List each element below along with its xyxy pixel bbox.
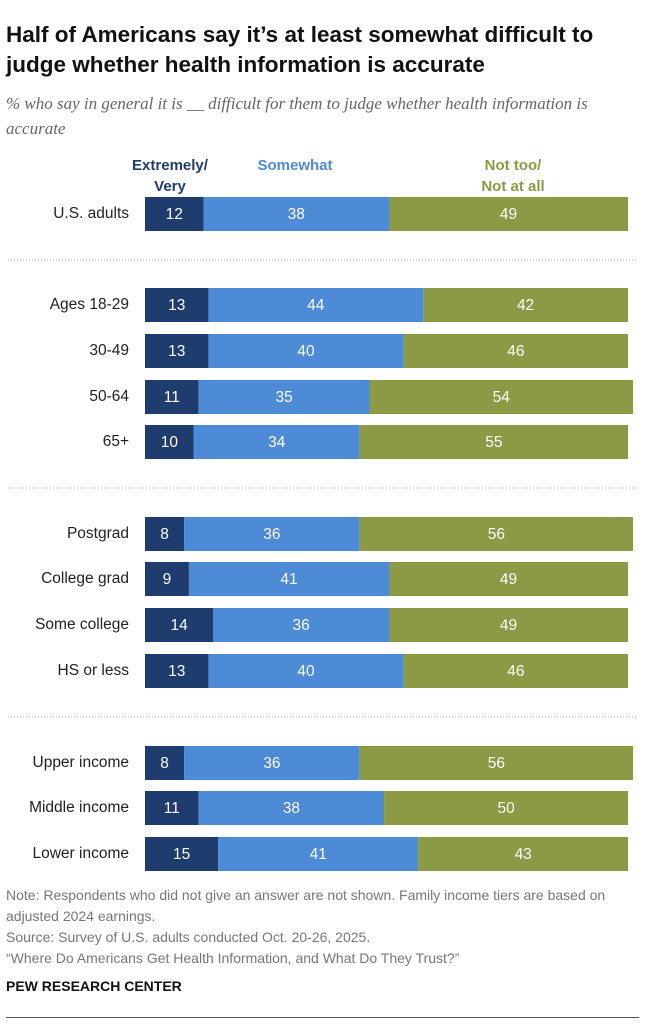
value-label: 36 (293, 617, 310, 634)
bar-segment (188, 562, 389, 596)
bar-segment (384, 791, 629, 825)
value-label: 55 (485, 434, 502, 451)
bar-segment (403, 654, 629, 688)
value-label: 38 (283, 800, 300, 817)
value-label: 11 (164, 800, 180, 817)
bar-segment (198, 791, 385, 825)
category-label: Lower income (33, 845, 130, 862)
category-label: 65+ (103, 433, 129, 450)
category-label: HS or less (58, 662, 130, 679)
value-label: 15 (173, 846, 190, 863)
bar-segment (145, 562, 189, 596)
bar-segment (359, 517, 633, 551)
value-label: 14 (171, 617, 189, 634)
bar-segment (145, 334, 209, 368)
bar-segment (145, 608, 214, 642)
value-label: 36 (263, 755, 280, 772)
legend-label: Somewhat (257, 157, 333, 174)
value-label: 46 (507, 663, 524, 680)
value-label: 43 (515, 846, 532, 863)
category-label: Postgrad (67, 525, 129, 542)
bar-segment (423, 288, 629, 322)
category-label: Upper income (33, 754, 130, 771)
category-label: College grad (41, 570, 129, 587)
legend-label: Extremely/ Very (132, 157, 208, 195)
report: “Where Do Americans Get Health Informati… (6, 950, 460, 966)
notes: Note: Respondents who did not give an an… (6, 885, 636, 969)
category-label: Some college (35, 616, 129, 633)
bar-segment (389, 197, 629, 231)
value-label: 40 (297, 343, 315, 360)
value-label: 36 (263, 526, 280, 543)
value-label: 38 (288, 206, 305, 223)
category-label: 50-64 (89, 388, 129, 405)
value-label: 12 (166, 206, 183, 223)
bar-segment (208, 334, 404, 368)
category-label: Ages 18-29 (50, 296, 129, 313)
bar-segment (389, 562, 629, 596)
value-label: 10 (161, 434, 179, 451)
value-label: 42 (517, 297, 534, 314)
bar-segment (145, 746, 185, 780)
bar-segment (145, 517, 185, 551)
bar-segment (145, 197, 204, 231)
value-label: 35 (275, 389, 292, 406)
value-label: 41 (310, 846, 327, 863)
bar-segment (359, 425, 629, 459)
value-label: 49 (500, 206, 517, 223)
bar-segment (418, 837, 629, 871)
bar-segment (184, 746, 360, 780)
source: Source: Survey of U.S. adults conducted … (6, 929, 371, 945)
value-label: 50 (497, 800, 515, 817)
value-label: 11 (164, 389, 180, 406)
bar-segment (203, 197, 389, 231)
bar-segment (359, 746, 633, 780)
bar-segment (145, 380, 199, 414)
subtitle: % who say in general it is __ difficult … (6, 94, 588, 138)
category-label: Middle income (29, 799, 129, 816)
value-label: 49 (500, 571, 517, 588)
bar-segment (145, 837, 219, 871)
title: Half of Americans say it’s at least some… (6, 22, 594, 77)
bar-segment (208, 288, 424, 322)
bar-segment (218, 837, 419, 871)
bar-segment (389, 608, 629, 642)
value-label: 13 (168, 297, 185, 314)
bar-segment (403, 334, 629, 368)
value-label: 54 (493, 389, 511, 406)
legend-label: Not too/ Not at all (481, 157, 545, 195)
bar-segment (198, 380, 370, 414)
bar-segment (145, 654, 209, 688)
bar-segment (213, 608, 389, 642)
bar-segment (145, 425, 194, 459)
value-label: 46 (507, 343, 524, 360)
footer: PEW RESEARCH CENTER (6, 978, 182, 994)
value-label: 44 (307, 297, 325, 314)
bar-segment (145, 791, 199, 825)
value-label: 8 (160, 755, 169, 772)
category-label: U.S. adults (53, 205, 129, 222)
bar-segment (208, 654, 404, 688)
value-label: 13 (168, 663, 185, 680)
value-label: 34 (268, 434, 286, 451)
value-label: 40 (297, 663, 315, 680)
bar-segment (184, 517, 360, 551)
bar-segment (193, 425, 360, 459)
value-label: 8 (160, 526, 169, 543)
value-label: 13 (168, 343, 185, 360)
category-label: 30-49 (89, 342, 129, 359)
value-label: 9 (163, 571, 172, 588)
rule (6, 1017, 639, 1018)
value-label: 56 (488, 755, 505, 772)
value-label: 41 (280, 571, 297, 588)
note: Note: Respondents who did not give an an… (6, 887, 606, 924)
value-label: 56 (488, 526, 505, 543)
bar-segment (145, 288, 209, 322)
value-label: 49 (500, 617, 517, 634)
bar-segment (369, 380, 633, 414)
